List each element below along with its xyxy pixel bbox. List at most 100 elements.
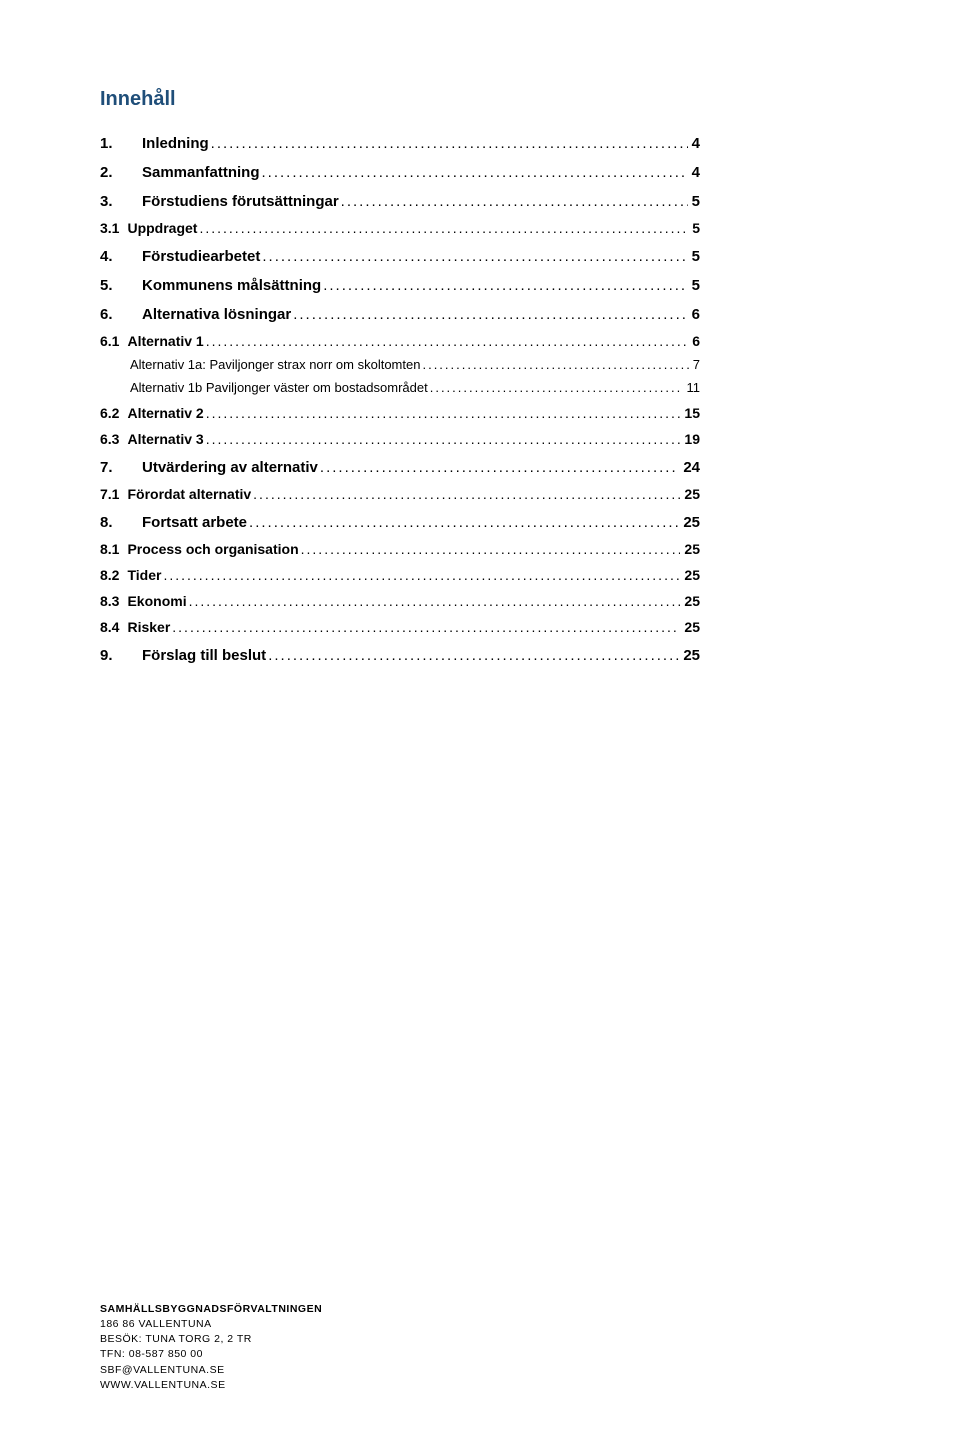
toc-entry-page: 25 — [679, 514, 700, 531]
toc-entry-number: 3. — [100, 193, 142, 210]
toc-entry-leader — [253, 486, 680, 502]
toc-heading: Innehåll — [100, 88, 700, 111]
footer: SAMHÄLLSBYGGNADSFÖRVALTNINGEN 186 86 VAL… — [100, 1302, 322, 1393]
toc-entry-number: 9. — [100, 647, 142, 664]
toc-entry-page: 25 — [680, 541, 700, 557]
toc-entry: 8.1Process och organisation 25 — [100, 541, 700, 557]
toc-entry-number: 7.1 — [100, 486, 127, 502]
toc-entry-number: 8.1 — [100, 541, 127, 557]
toc-entry-leader — [262, 164, 688, 181]
toc-entry-leader — [323, 277, 687, 294]
toc-entry-page: 5 — [688, 220, 700, 236]
footer-web: WWW.VALLENTUNA.SE — [100, 1378, 322, 1393]
toc-entry-leader — [249, 514, 679, 531]
toc-entry: 2.Sammanfattning 4 — [100, 164, 700, 181]
toc-entry-leader — [163, 567, 680, 583]
toc-entry: 6.1Alternativ 1 6 — [100, 333, 700, 349]
toc-entry-label: Förordat alternativ — [127, 486, 253, 502]
toc-entry-leader — [189, 593, 681, 609]
toc-entry: Alternativ 1b Paviljonger väster om bost… — [100, 380, 700, 395]
toc-entry-page: 5 — [688, 193, 700, 210]
toc-entry-leader — [206, 405, 681, 421]
footer-phone: TFN: 08-587 850 00 — [100, 1347, 322, 1362]
footer-org: SAMHÄLLSBYGGNADSFÖRVALTNINGEN — [100, 1302, 322, 1317]
toc-entry-number: 3.1 — [100, 220, 127, 236]
toc-entry: 8.4Risker25 — [100, 619, 700, 635]
toc-entry-label: Förstudiens förutsättningar — [142, 193, 341, 210]
document-page: Innehåll 1.Inledning 4 2.Sammanfattning 4 3.… — [0, 0, 960, 1433]
toc-entry: 6.2Alternativ 2 15 — [100, 405, 700, 421]
toc-entry-label: Inledning — [142, 135, 211, 152]
toc-entry-page: 15 — [680, 405, 700, 421]
toc-entry-number: 7. — [100, 459, 142, 476]
toc-entry-leader — [293, 306, 687, 323]
toc-entry-label: Alternativ 1 — [127, 333, 205, 349]
toc-entry-label: Sammanfattning — [142, 164, 262, 181]
toc-entry: 7.Utvärdering av alternativ 24 — [100, 459, 700, 476]
toc-entry: 8.3Ekonomi 25 — [100, 593, 700, 609]
toc-entry-number: 4. — [100, 248, 142, 265]
toc-entry-leader — [430, 380, 683, 395]
toc-entry-leader — [268, 647, 679, 664]
toc-entry-number: 1. — [100, 135, 142, 152]
toc-entry-page: 11 — [683, 380, 701, 395]
toc-entry-leader — [206, 333, 688, 349]
footer-email: SBF@VALLENTUNA.SE — [100, 1363, 322, 1378]
toc-entry: 5.Kommunens målsättning 5 — [100, 277, 700, 294]
toc-entry: 8.Fortsatt arbete25 — [100, 514, 700, 531]
toc-entry-label: Utvärdering av alternativ — [142, 459, 320, 476]
toc-entry-number: 6. — [100, 306, 142, 323]
toc-entry-leader — [301, 541, 681, 557]
footer-addr1: 186 86 VALLENTUNA — [100, 1317, 322, 1332]
toc-entry-page: 6 — [688, 306, 700, 323]
toc-entry-page: 4 — [688, 164, 700, 181]
toc-entry-leader — [211, 135, 688, 152]
toc-entry: 4.Förstudiearbetet 5 — [100, 248, 700, 265]
toc-entry-label: Process och organisation — [127, 541, 300, 557]
toc-entry-label: Alternativ 2 — [127, 405, 205, 421]
toc-entry-number: 6.3 — [100, 431, 127, 447]
toc-entry: 3.1Uppdraget 5 — [100, 220, 700, 236]
toc-entry-number: 5. — [100, 277, 142, 294]
toc-entry-page: 24 — [679, 459, 700, 476]
toc-entry-page: 7 — [689, 357, 700, 372]
table-of-contents: 1.Inledning42.Sammanfattning43.Förstudie… — [100, 135, 700, 664]
toc-entry-number: 8. — [100, 514, 142, 531]
toc-entry-page: 5 — [688, 248, 700, 265]
toc-entry-label: Kommunens målsättning — [142, 277, 323, 294]
toc-entry: 6.Alternativa lösningar 6 — [100, 306, 700, 323]
toc-entry-label: Förslag till beslut — [142, 647, 268, 664]
toc-entry-leader — [341, 193, 688, 210]
toc-entry-label: Alternativ 1a: Paviljonger strax norr om… — [130, 357, 422, 372]
toc-entry-page: 25 — [680, 486, 700, 502]
toc-entry-label: Alternativ 3 — [127, 431, 205, 447]
toc-entry: 3.Förstudiens förutsättningar 5 — [100, 193, 700, 210]
toc-entry-leader — [262, 248, 687, 265]
toc-entry-label: Förstudiearbetet — [142, 248, 262, 265]
toc-entry-label: Alternativ 1b Paviljonger väster om bost… — [130, 380, 430, 395]
toc-entry: 7.1Förordat alternativ 25 — [100, 486, 700, 502]
toc-entry-page: 25 — [680, 619, 700, 635]
toc-entry-page: 25 — [679, 647, 700, 664]
toc-entry-page: 5 — [688, 277, 700, 294]
toc-entry-number: 8.2 — [100, 567, 127, 583]
toc-entry-leader — [320, 459, 679, 476]
toc-entry: 8.2Tider25 — [100, 567, 700, 583]
toc-entry-page: 6 — [688, 333, 700, 349]
toc-entry-label: Alternativa lösningar — [142, 306, 293, 323]
toc-entry-leader — [206, 431, 681, 447]
toc-entry-page: 4 — [688, 135, 700, 152]
toc-entry-label: Uppdraget — [127, 220, 199, 236]
toc-entry-page: 25 — [680, 593, 700, 609]
toc-entry: 6.3Alternativ 319 — [100, 431, 700, 447]
toc-entry-number: 6.1 — [100, 333, 127, 349]
toc-entry-leader — [199, 220, 688, 236]
toc-entry-number: 2. — [100, 164, 142, 181]
footer-addr2: BESÖK: TUNA TORG 2, 2 TR — [100, 1332, 322, 1347]
toc-entry-label: Tider — [127, 567, 163, 583]
toc-entry-label: Ekonomi — [127, 593, 188, 609]
toc-entry: 1.Inledning 4 — [100, 135, 700, 152]
toc-entry: Alternativ 1a: Paviljonger strax norr om… — [100, 357, 700, 372]
toc-entry-number: 8.3 — [100, 593, 127, 609]
toc-entry-number: 6.2 — [100, 405, 127, 421]
